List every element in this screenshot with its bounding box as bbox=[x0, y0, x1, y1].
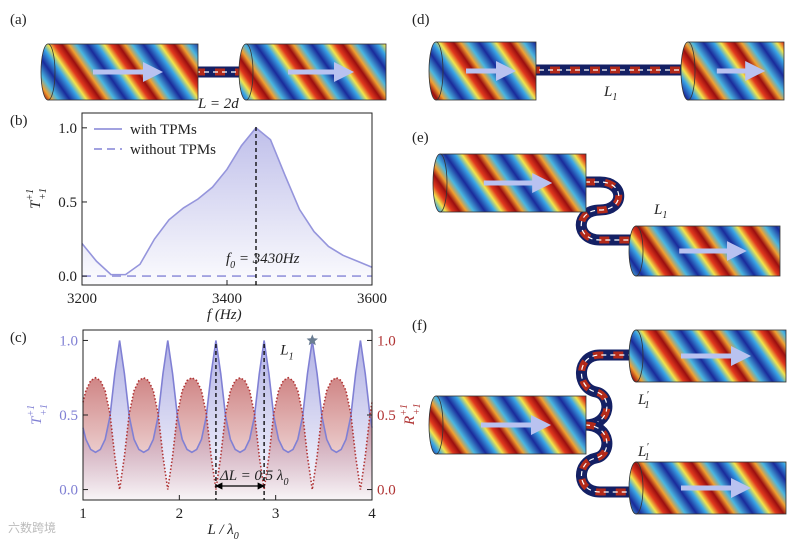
cylinder-end bbox=[432, 153, 448, 213]
cylinder bbox=[628, 225, 781, 277]
label-sub: 1 bbox=[612, 92, 617, 103]
y2-axis-label-base: R bbox=[402, 416, 418, 426]
tube-axis bbox=[580, 354, 640, 426]
y-axis-label-sub: +1 bbox=[38, 188, 49, 200]
x-tick-label: 3 bbox=[272, 506, 280, 522]
label-sup: ′ bbox=[646, 390, 649, 401]
cylinder bbox=[428, 395, 587, 455]
tube-axis bbox=[580, 424, 640, 493]
label-base: L bbox=[603, 84, 612, 100]
x-tick-label: 1 bbox=[79, 506, 87, 522]
y-axis-label-sub: +1 bbox=[39, 404, 50, 416]
legend-label: with TPMs bbox=[130, 122, 197, 138]
cylinder bbox=[238, 43, 387, 101]
y-tick-label: 1.0 bbox=[59, 333, 78, 349]
y-axis-label: T+1 +1 bbox=[25, 188, 49, 209]
cylinder-end bbox=[428, 41, 444, 101]
label-base: L bbox=[653, 202, 662, 218]
cylinder bbox=[628, 329, 787, 383]
y2-axis-label-sub: +1 bbox=[412, 403, 423, 415]
length-label: L1 bbox=[653, 202, 667, 221]
panel-tag: (a) bbox=[10, 12, 27, 28]
y-tick-label: 0.5 bbox=[58, 195, 77, 211]
cylinder bbox=[432, 153, 587, 213]
annotation-base: ΔL = 0.5 λ bbox=[219, 468, 284, 484]
y-tick-label: 1.0 bbox=[58, 121, 77, 137]
label-sub: 1 bbox=[662, 210, 667, 221]
legend-label: without TPMs bbox=[130, 142, 216, 158]
y-axis-label-sup: +1 bbox=[25, 189, 36, 201]
panel-tag: (b) bbox=[10, 113, 28, 129]
length-label: L = 2d bbox=[197, 96, 239, 112]
series-line bbox=[82, 340, 373, 454]
y2-tick-label: 0.0 bbox=[377, 483, 396, 499]
y2-tick-label: 1.0 bbox=[377, 333, 396, 349]
watermark: 六数跨境 bbox=[8, 520, 56, 535]
peak-marker bbox=[306, 334, 318, 346]
cylinder-end bbox=[238, 43, 254, 101]
x-axis-label: L / λ0 bbox=[207, 522, 239, 542]
marker-label-base: L bbox=[279, 342, 288, 358]
tube bbox=[575, 176, 640, 246]
panel-tag: (d) bbox=[412, 12, 430, 28]
annotation-sub: 0 bbox=[283, 477, 288, 488]
annotation: f0 = 3430Hz bbox=[226, 251, 300, 271]
y2-axis-label: R+1 +1 bbox=[399, 403, 423, 426]
x-tick-label: 4 bbox=[368, 506, 376, 522]
length-label: L′ 1 bbox=[637, 442, 650, 463]
cylinder-end bbox=[40, 43, 56, 101]
label-sub: 1 bbox=[645, 452, 650, 463]
y2-axis-label-sup: +1 bbox=[399, 404, 410, 416]
cylinder-end bbox=[628, 225, 644, 277]
annotation-sub: 0 bbox=[230, 260, 235, 271]
cylinder bbox=[680, 41, 785, 101]
x-axis-label-base: L / λ bbox=[207, 522, 235, 538]
cylinder-end bbox=[628, 329, 644, 383]
label-base: L bbox=[637, 392, 646, 408]
marker-label-sub: 1 bbox=[289, 351, 294, 362]
panel-tag: (e) bbox=[412, 130, 429, 146]
y-tick-label: 0.0 bbox=[59, 483, 78, 499]
x-tick-label: 3400 bbox=[212, 291, 242, 307]
panel-tag: (c) bbox=[10, 330, 27, 346]
cylinder-end bbox=[680, 41, 696, 101]
annotation-rest: = 3430Hz bbox=[235, 251, 299, 267]
series-line bbox=[82, 376, 373, 490]
tube-axis bbox=[580, 181, 640, 241]
x-axis-label-sub: 0 bbox=[234, 531, 239, 542]
x-tick-label: 3200 bbox=[67, 291, 97, 307]
y-axis-label: T+1 +1 bbox=[26, 404, 50, 425]
cylinder-end bbox=[428, 395, 444, 455]
cylinder bbox=[428, 41, 537, 101]
series-line bbox=[81, 126, 373, 276]
annotation-base: f bbox=[226, 251, 232, 267]
area-fill bbox=[83, 377, 372, 500]
length-label: L1 bbox=[603, 84, 617, 103]
x-tick-label: 2 bbox=[176, 506, 184, 522]
marker-label: L1 bbox=[279, 342, 293, 362]
y-axis-label-sup: +1 bbox=[26, 405, 37, 417]
y2-tick-label: 0.5 bbox=[377, 408, 396, 424]
y-tick-label: 0.5 bbox=[59, 408, 78, 424]
label-sub: 1 bbox=[645, 400, 650, 411]
y-axis-label-base: T bbox=[28, 199, 44, 209]
length-label: L′ 1 bbox=[637, 390, 650, 411]
y-tick-label: 0.0 bbox=[58, 269, 77, 285]
cylinder-end bbox=[628, 461, 644, 515]
annotation: ΔL = 0.5 λ0 bbox=[219, 468, 289, 488]
cylinder bbox=[40, 43, 199, 101]
area-fill bbox=[82, 127, 372, 286]
label-sup: ′ bbox=[646, 442, 649, 453]
panel-tag: (f) bbox=[412, 318, 427, 334]
y-axis-label-base: T bbox=[29, 415, 45, 425]
cylinder bbox=[628, 461, 787, 515]
illustrations bbox=[40, 41, 787, 515]
x-axis-label: f (Hz) bbox=[207, 307, 242, 323]
x-tick-label: 3600 bbox=[357, 291, 387, 307]
label-base: L bbox=[637, 444, 646, 460]
